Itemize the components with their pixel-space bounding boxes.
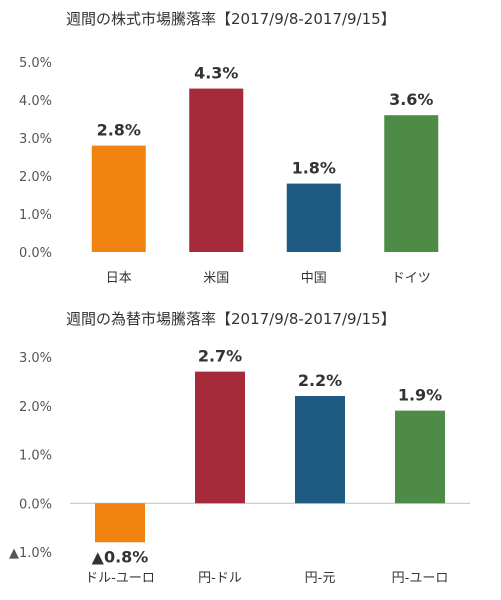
bar — [95, 503, 145, 543]
bar — [384, 115, 439, 252]
y-tick-label: 5.0% — [19, 56, 52, 71]
bar — [295, 396, 345, 504]
bar — [195, 371, 245, 504]
bar — [395, 410, 445, 504]
y-tick-label: 2.0% — [19, 400, 52, 415]
chart-title: 週間の為替市場騰落率【2017/9/8-2017/9/15】 — [66, 310, 396, 328]
y-tick-label: ▲1.0% — [9, 546, 52, 561]
category-label: 円-ドル — [198, 571, 242, 586]
y-tick-label: 2.0% — [19, 170, 52, 185]
data-label: 2.8% — [97, 121, 141, 140]
bar — [286, 183, 341, 252]
data-label: 2.7% — [198, 347, 242, 366]
fx-market-chart: 週間の為替市場騰落率【2017/9/8-2017/9/15】 ▲1.0% 0.0%… — [0, 300, 501, 600]
y-tick-label: 0.0% — [19, 246, 52, 261]
data-label: 2.2% — [298, 371, 342, 390]
stock-market-plot: 0.0% 1.0% 2.0% 3.0% 4.0% 5.0% 2.8% 日本 4.3% 米国 1.8%… — [19, 56, 439, 286]
data-label: 4.3% — [194, 64, 238, 83]
fx-market-plot: ▲1.0% 0.0% 1.0% 2.0% 3.0% ▲0.8% ドル-ユーロ 2.7% 円-ドル… — [9, 347, 470, 586]
category-label: 日本 — [106, 271, 132, 286]
data-label: ▲0.8% — [92, 547, 149, 566]
data-label: 3.6% — [389, 90, 433, 109]
category-label: 米国 — [203, 271, 229, 286]
bar — [91, 145, 146, 252]
bar — [189, 88, 244, 252]
data-label: 1.9% — [398, 386, 442, 405]
data-label: 1.8% — [292, 159, 336, 178]
chart-title: 週間の株式市場騰落率【2017/9/8-2017/9/15】 — [66, 10, 396, 28]
category-label: ドイツ — [392, 271, 431, 286]
y-tick-label: 0.0% — [19, 497, 52, 512]
stock-market-chart: 週間の株式市場騰落率【2017/9/8-2017/9/15】 0.0% 1.0% 2… — [19, 10, 439, 286]
y-tick-label: 3.0% — [19, 351, 52, 366]
category-label: 中国 — [301, 271, 327, 286]
y-tick-label: 4.0% — [19, 94, 52, 109]
category-label: ドル-ユーロ — [85, 571, 155, 586]
category-label: 円-元 — [305, 571, 336, 586]
y-tick-label: 3.0% — [19, 132, 52, 147]
category-label: 円-ユーロ — [392, 571, 449, 586]
y-tick-label: 1.0% — [19, 449, 52, 464]
y-tick-label: 1.0% — [19, 208, 52, 223]
